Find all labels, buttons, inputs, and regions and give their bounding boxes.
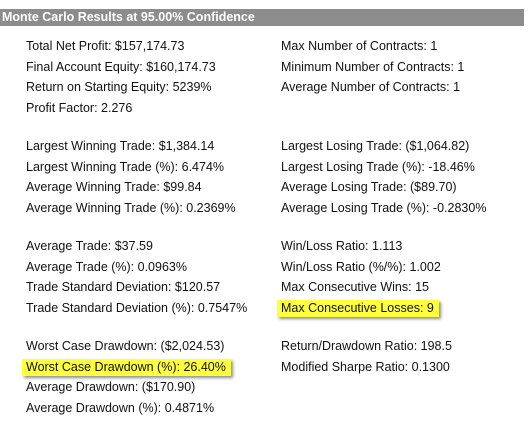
ratio-group: Win/Loss Ratio: 1.113 Win/Loss Ratio (%/… (277, 236, 526, 319)
total-net-profit: Total Net Profit: $157,174.73 (26, 39, 185, 53)
final-account-equity: Final Account Equity: $160,174.73 (26, 59, 216, 74)
average-trade-pct: Average Trade (%): 0.0963% (26, 259, 187, 274)
average-trade-group: Average Trade: $37.59 Average Trade (%):… (26, 236, 276, 318)
winning-trades-group: Largest Winning Trade: $1,384.14 Largest… (26, 136, 276, 218)
max-consecutive-wins: Max Consecutive Wins: 15 (281, 280, 429, 294)
minimum-number-of-contracts: Minimum Number of Contracts: 1 (281, 59, 465, 74)
trade-standard-deviation-pct: Trade Standard Deviation (%): 0.7547% (26, 300, 248, 315)
largest-losing-trade-pct: Largest Losing Trade (%): -18.46% (281, 159, 475, 174)
average-winning-trade-pct: Average Winning Trade (%): 0.2369% (26, 200, 236, 215)
left-stats-column: Total Net Profit: $157,174.73 Final Acco… (22, 36, 276, 436)
average-losing-trade: Average Losing Trade: ($89.70) (281, 180, 457, 194)
max-number-of-contracts: Max Number of Contracts: 1 (281, 39, 438, 53)
max-consecutive-losses-row: Max Consecutive Losses: 9 (277, 298, 526, 319)
spacer-row (281, 98, 526, 119)
return-on-starting-equity: Return on Starting Equity: 5239% (26, 80, 212, 94)
win-loss-ratio: Win/Loss Ratio: 1.113 (281, 239, 403, 253)
largest-winning-trade: Largest Winning Trade: $1,384.14 (26, 139, 215, 153)
average-trade: Average Trade: $37.59 (26, 239, 153, 253)
return-drawdown-ratio: Return/Drawdown Ratio: 198.5 (281, 339, 452, 353)
profit-factor: Profit Factor: 2.276 (26, 100, 133, 115)
worst-case-drawdown: Worst Case Drawdown: ($2,024.53) (26, 339, 225, 353)
modified-sharpe-ratio: Modified Sharpe Ratio: 0.1300 (281, 359, 450, 374)
largest-winning-trade-pct: Largest Winning Trade (%): 6.474% (26, 159, 225, 174)
worst-case-drawdown-pct-highlight: Worst Case Drawdown (%): 26.40% (22, 358, 231, 376)
average-winning-trade: Average Winning Trade: $99.84 (26, 180, 202, 194)
average-number-of-contracts: Average Number of Contracts: 1 (281, 80, 461, 94)
contracts-group: Max Number of Contracts: 1 Minimum Numbe… (281, 36, 526, 118)
right-stats-column: Max Number of Contracts: 1 Minimum Numbe… (277, 36, 526, 395)
average-losing-trade-pct: Average Losing Trade (%): -0.2830% (281, 200, 487, 215)
profit-summary-group: Total Net Profit: $157,174.73 Final Acco… (26, 36, 276, 118)
worst-case-drawdown-pct-row: Worst Case Drawdown (%): 26.40% (22, 357, 276, 378)
drawdown-ratio-group: Return/Drawdown Ratio: 198.5 Modified Sh… (281, 336, 526, 377)
losing-trades-group: Largest Losing Trade: ($1,064.82) Larges… (281, 136, 526, 218)
max-consecutive-losses-highlight: Max Consecutive Losses: 9 (277, 299, 439, 317)
average-drawdown-pct: Average Drawdown (%): 0.4871% (26, 400, 215, 415)
average-drawdown: Average Drawdown: ($170.90) (26, 380, 196, 394)
trade-standard-deviation: Trade Standard Deviation: $120.57 (26, 280, 221, 294)
win-loss-ratio-pct: Win/Loss Ratio (%/%): 1.002 (281, 259, 441, 274)
largest-losing-trade: Largest Losing Trade: ($1,064.82) (281, 139, 470, 153)
drawdown-group: Worst Case Drawdown: ($2,024.53) Worst C… (22, 336, 276, 418)
results-header: Monte Carlo Results at 95.00% Confidence (0, 9, 524, 26)
